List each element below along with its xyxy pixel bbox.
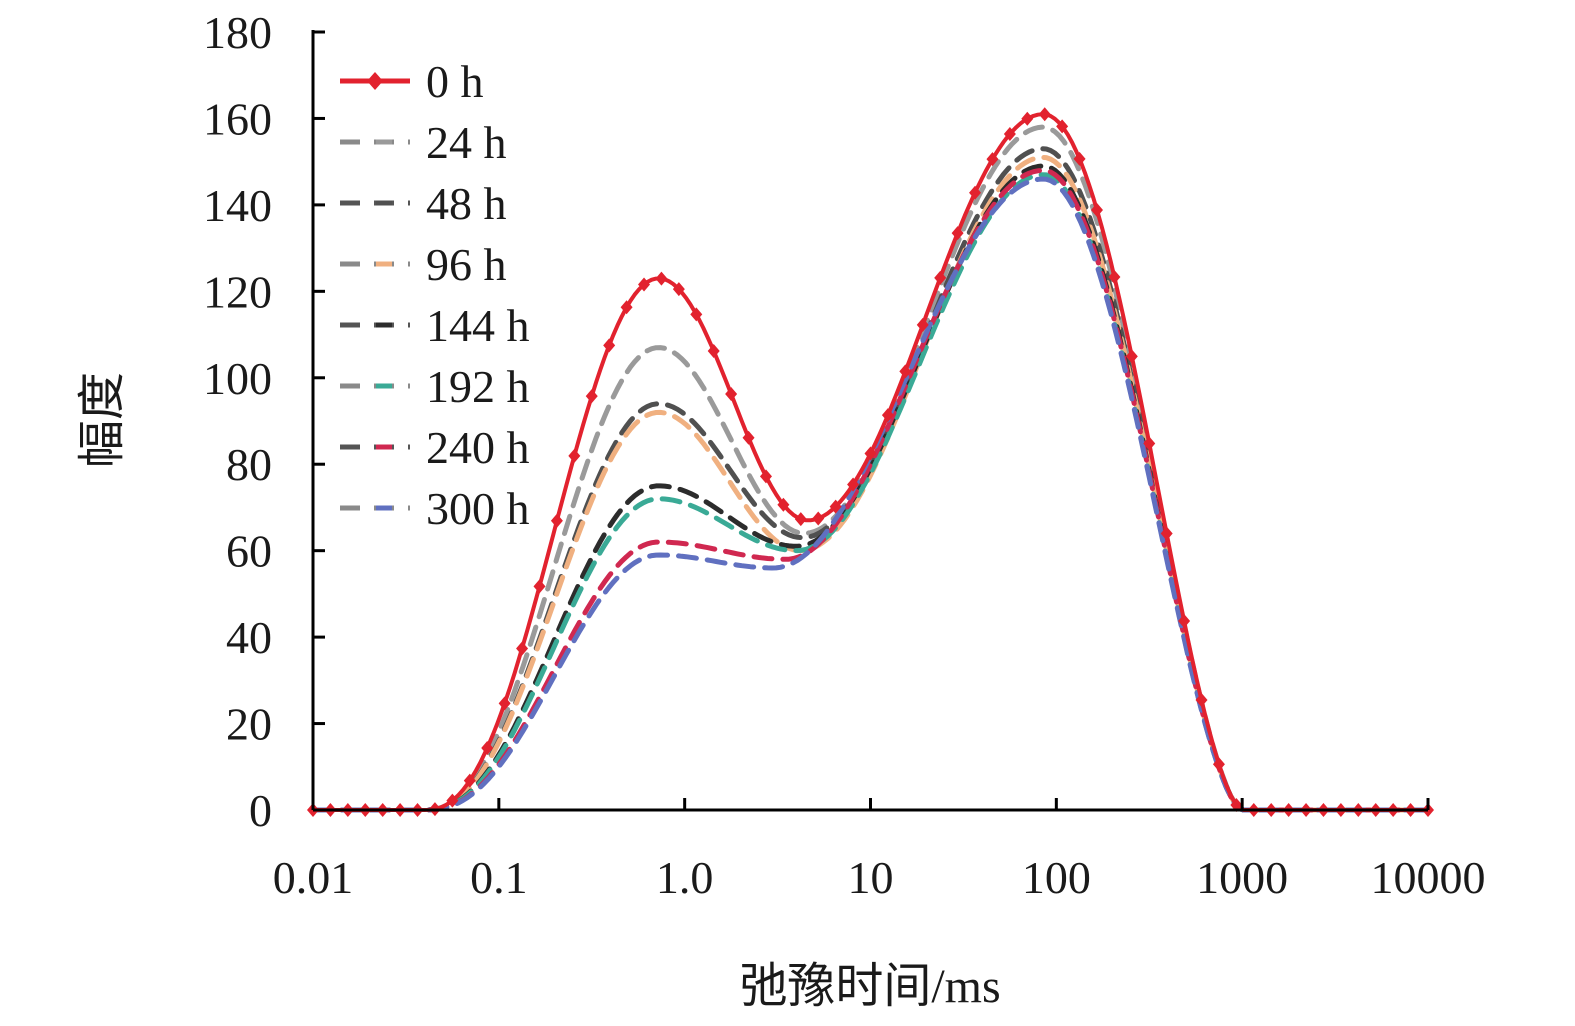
legend-label: 300 h <box>426 483 530 534</box>
y-tick-label: 140 <box>203 180 272 231</box>
x-tick-label: 0.01 <box>273 852 354 903</box>
data-point-marker <box>1056 119 1069 134</box>
data-point-marker <box>742 430 755 445</box>
data-point-marker <box>516 641 529 656</box>
series-line-96h <box>310 154 1431 813</box>
legend-label: 240 h <box>426 422 530 473</box>
data-point-marker <box>585 389 598 404</box>
legend-item: 96 h <box>340 239 507 290</box>
data-point-marker <box>655 271 668 286</box>
data-point-marker <box>620 300 633 315</box>
data-point-marker <box>1230 797 1243 812</box>
x-tick-label: 0.1 <box>470 852 528 903</box>
data-point-marker <box>847 477 860 492</box>
data-point-marker <box>1178 613 1191 628</box>
data-point-marker <box>550 513 563 528</box>
data-point-marker <box>812 511 825 526</box>
legend-label: 192 h <box>426 361 530 412</box>
data-point-marker <box>777 497 790 512</box>
y-tick-label: 180 <box>203 7 272 58</box>
y-tick-label: 160 <box>203 93 272 144</box>
data-point-marker <box>1160 526 1173 541</box>
legend-label: 96 h <box>426 239 507 290</box>
x-tick-label: 1.0 <box>656 852 714 903</box>
legend-item: 300 h <box>340 483 530 534</box>
legend-label: 0 h <box>426 56 484 107</box>
data-point-marker <box>1090 203 1103 218</box>
y-tick-label: 80 <box>226 439 272 490</box>
x-axis-title: 弛豫时间/ms <box>739 960 1000 1013</box>
legend-item: 240 h <box>340 422 530 473</box>
y-axis-title: 幅度 <box>76 372 129 468</box>
y-tick-label: 20 <box>226 699 272 750</box>
legend: 0 h 24 h 48 h 96 h 144 h 192 h 240 h 300 h <box>340 56 530 534</box>
data-point-marker <box>1212 757 1225 772</box>
data-point-marker <box>498 696 511 711</box>
legend-item: 0 h <box>340 56 484 107</box>
legend-item: 24 h <box>340 117 507 168</box>
data-point-marker <box>481 741 494 756</box>
data-point-marker <box>1143 436 1156 451</box>
data-point-marker <box>463 773 476 788</box>
legend-label: 144 h <box>426 300 530 351</box>
data-point-marker <box>446 793 459 808</box>
y-tick-label: 60 <box>226 526 272 577</box>
x-tick-label: 10000 <box>1371 852 1486 903</box>
y-tick-label: 100 <box>203 353 272 404</box>
data-point-marker <box>1108 270 1121 285</box>
data-point-marker <box>638 277 651 292</box>
y-tick-label: 0 <box>249 785 272 836</box>
x-axis-ticks: 0.01 0.1 1.0 10 100 1000 10000 <box>273 798 1486 903</box>
data-point-marker <box>1195 693 1208 708</box>
y-tick-label: 40 <box>226 612 272 663</box>
legend-marker <box>367 72 383 90</box>
data-point-marker <box>568 448 581 463</box>
data-point-marker <box>951 226 964 241</box>
data-point-marker <box>969 185 982 200</box>
data-point-marker <box>1003 127 1016 142</box>
data-point-marker <box>533 579 546 594</box>
y-axis-ticks: 0 20 40 60 80 100 120 140 160 180 <box>203 7 325 836</box>
data-point-marker <box>1021 111 1034 126</box>
legend-item: 48 h <box>340 178 507 229</box>
data-point-marker <box>725 387 738 402</box>
data-point-marker <box>1038 107 1051 122</box>
data-point-marker <box>829 499 842 514</box>
x-tick-label: 100 <box>1022 852 1091 903</box>
y-tick-label: 120 <box>203 266 272 317</box>
data-point-marker <box>1073 151 1086 166</box>
legend-item: 144 h <box>340 300 530 351</box>
data-point-marker <box>759 469 772 484</box>
data-point-marker <box>899 364 912 379</box>
data-point-marker <box>916 317 929 332</box>
data-point-marker <box>881 408 894 423</box>
data-point-marker <box>690 307 703 322</box>
legend-label: 48 h <box>426 178 507 229</box>
legend-label: 24 h <box>426 117 507 168</box>
data-point-marker <box>707 343 720 358</box>
x-tick-label: 1000 <box>1196 852 1288 903</box>
data-point-marker <box>864 446 877 461</box>
legend-item: 192 h <box>340 361 530 412</box>
x-tick-label: 10 <box>848 852 894 903</box>
data-point-marker <box>986 152 999 167</box>
data-point-marker <box>603 338 616 353</box>
data-point-marker <box>1125 349 1138 364</box>
data-point-marker <box>934 270 947 285</box>
data-point-marker <box>794 512 807 527</box>
data-point-marker <box>672 282 685 297</box>
